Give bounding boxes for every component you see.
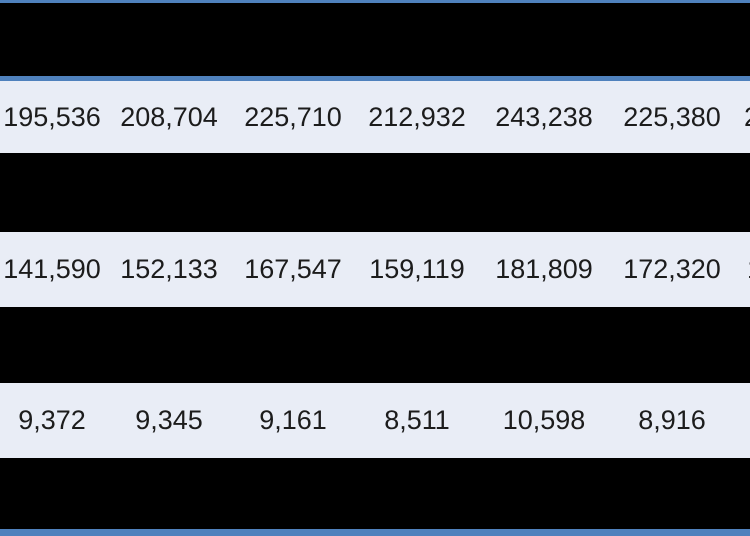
table-cell: 10,598 — [502, 405, 586, 435]
table-cell-clipped — [744, 383, 750, 458]
table-cell: 8,916 — [638, 405, 706, 435]
table-bottom-border — [0, 529, 750, 536]
table-row: 195,536 208,704 225,710 212,932 243,238 … — [0, 81, 750, 153]
table-cell: 152,133 — [120, 254, 218, 284]
header-separator-line — [0, 76, 750, 81]
redacted-row-2 — [0, 153, 750, 232]
table-cell: 208,704 — [120, 101, 218, 132]
table-cell: 9,372 — [18, 405, 86, 435]
redacted-row-1 — [0, 3, 750, 76]
table-row: 141,590 152,133 167,547 159,119 181,809 … — [0, 232, 750, 307]
table-cell: 181,809 — [495, 254, 593, 284]
table-top-border — [0, 0, 750, 3]
table-cell: 167,547 — [244, 254, 342, 284]
table-cell: 243,238 — [495, 101, 593, 132]
table-cell: 9,161 — [259, 405, 327, 435]
table-cell: 212,932 — [368, 101, 466, 132]
table-cell: 8,511 — [384, 405, 450, 435]
table-cell: 141,590 — [3, 254, 101, 284]
table-cell: 9,345 — [135, 405, 203, 435]
table-cell-clipped: 1 — [747, 232, 750, 307]
table-cell-clipped: 2 — [744, 81, 750, 153]
table-cell: 159,119 — [369, 254, 465, 284]
table-cell: 195,536 — [3, 101, 101, 132]
redacted-row-4 — [0, 458, 750, 529]
table-cell: 225,710 — [244, 101, 342, 132]
redacted-row-3 — [0, 307, 750, 383]
table-cell: 225,380 — [623, 101, 721, 132]
table-cell: 172,320 — [623, 254, 721, 284]
table-row: 9,372 9,345 9,161 8,511 10,598 8,916 — [0, 383, 750, 458]
